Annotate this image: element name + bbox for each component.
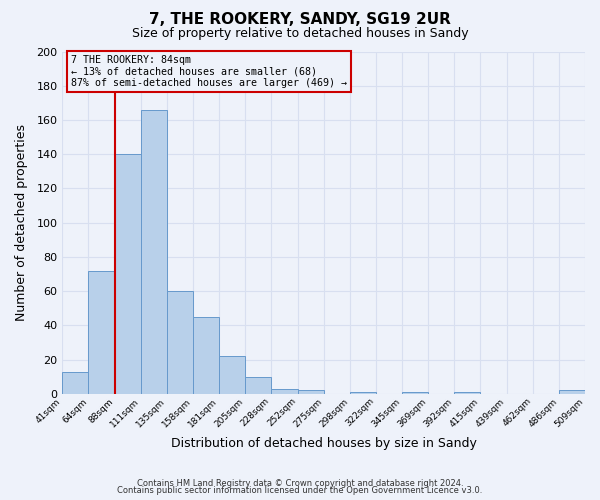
Bar [559,390,585,394]
Bar [141,110,167,394]
Bar [402,392,428,394]
Bar [193,317,219,394]
Text: Size of property relative to detached houses in Sandy: Size of property relative to detached ho… [131,28,469,40]
Bar [62,372,88,394]
Bar [219,356,245,394]
Bar [245,376,271,394]
Bar [115,154,141,394]
Bar [350,392,376,394]
Bar [167,291,193,394]
Text: Contains public sector information licensed under the Open Government Licence v3: Contains public sector information licen… [118,486,482,495]
Bar [298,390,323,394]
Text: 7, THE ROOKERY, SANDY, SG19 2UR: 7, THE ROOKERY, SANDY, SG19 2UR [149,12,451,28]
Bar [88,270,115,394]
Y-axis label: Number of detached properties: Number of detached properties [15,124,28,321]
Text: Contains HM Land Registry data © Crown copyright and database right 2024.: Contains HM Land Registry data © Crown c… [137,478,463,488]
X-axis label: Distribution of detached houses by size in Sandy: Distribution of detached houses by size … [171,437,476,450]
Bar [454,392,481,394]
Bar [271,388,298,394]
Text: 7 THE ROOKERY: 84sqm
← 13% of detached houses are smaller (68)
87% of semi-detac: 7 THE ROOKERY: 84sqm ← 13% of detached h… [71,55,347,88]
